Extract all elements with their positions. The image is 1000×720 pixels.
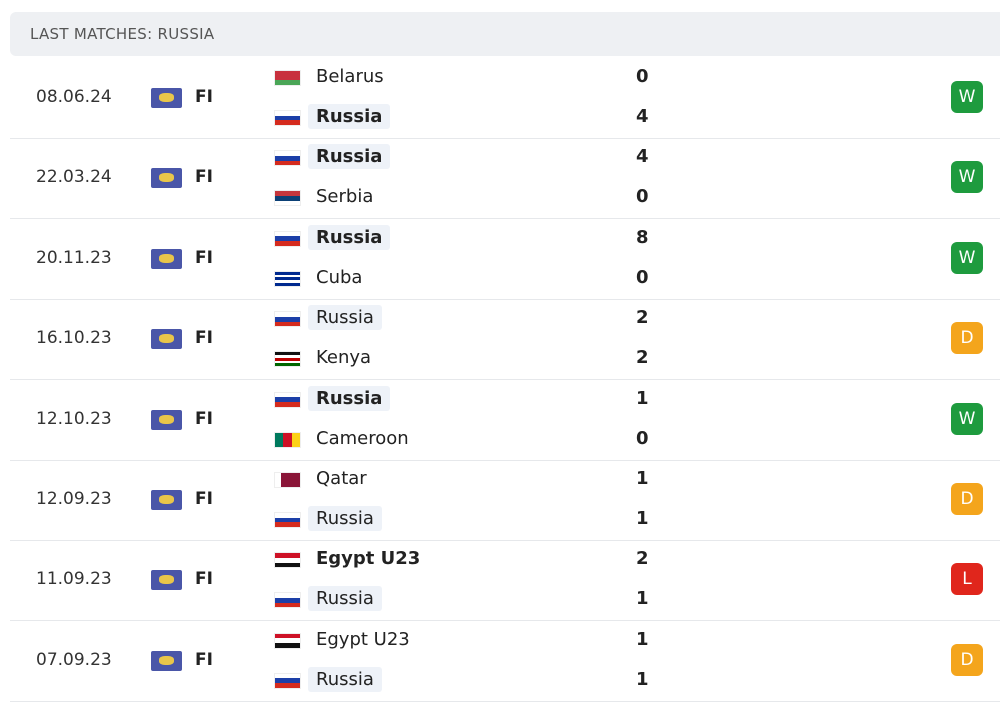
result-badge: L <box>951 563 983 596</box>
team-flag <box>274 472 301 488</box>
team-name: Russia <box>308 305 382 331</box>
team-name: Russia <box>308 385 391 411</box>
team-flag <box>274 230 301 247</box>
competition-icon <box>151 490 182 510</box>
team-score: 1 <box>636 508 649 529</box>
team-name: Russia <box>308 224 391 250</box>
team-name: Russia <box>308 506 382 531</box>
team-score: 0 <box>636 186 649 208</box>
competition-icon <box>151 248 182 269</box>
team-score: 1 <box>636 628 649 650</box>
match-date: 20.11.23 <box>36 247 112 268</box>
team-score: 2 <box>636 307 649 329</box>
result-badge: D <box>951 322 983 355</box>
competition: FI <box>195 247 213 268</box>
team-name: Russia <box>308 666 382 692</box>
team-score: 8 <box>636 226 649 248</box>
team-flag <box>274 592 301 609</box>
team-flag <box>274 150 301 167</box>
team-name: Egypt U23 <box>316 548 421 570</box>
match-row[interactable]: 16.10.23 FI Russia 2 Kenya 2 D <box>10 299 1000 381</box>
team-flag <box>274 391 301 408</box>
competition-icon <box>151 168 182 189</box>
competition: FI <box>195 328 213 349</box>
result-badge: W <box>951 81 983 113</box>
match-date: 12.10.23 <box>36 408 112 429</box>
result-badge: D <box>951 483 983 515</box>
team-name: Cameroon <box>316 427 409 449</box>
team-name: Russia <box>308 104 391 129</box>
team-score: 0 <box>636 66 649 87</box>
competition-icon <box>151 88 182 108</box>
competition: FI <box>195 167 213 188</box>
match-row[interactable]: 08.06.24 FI Belarus 0 Russia 4 W <box>10 58 1000 139</box>
team-score: 0 <box>636 266 649 288</box>
team-flag <box>274 270 301 287</box>
team-name: Kenya <box>316 347 372 369</box>
competition: FI <box>195 569 213 590</box>
competition: FI <box>195 489 213 509</box>
team-name: Egypt U23 <box>316 628 410 650</box>
team-flag <box>274 311 301 328</box>
team-flag <box>274 512 301 528</box>
team-flag <box>274 70 301 86</box>
team-name: Serbia <box>316 186 374 208</box>
team-flag <box>274 431 301 448</box>
team-flag <box>274 672 301 689</box>
team-score: 1 <box>636 468 649 489</box>
team-score: 4 <box>636 146 649 168</box>
team-flag <box>274 110 301 126</box>
competition-icon <box>151 329 182 350</box>
match-date: 12.09.23 <box>36 489 112 509</box>
competition: FI <box>195 87 213 107</box>
match-date: 07.09.23 <box>36 649 112 670</box>
team-flag <box>274 552 301 569</box>
match-date: 22.03.24 <box>36 167 112 188</box>
match-date: 08.06.24 <box>36 87 112 107</box>
team-score: 1 <box>636 588 649 610</box>
team-flag <box>274 351 301 368</box>
result-badge: W <box>951 241 983 274</box>
match-row[interactable]: 12.09.23 FI Qatar 1 Russia 1 D <box>10 460 1000 541</box>
team-flag <box>274 632 301 649</box>
team-name: Russia <box>308 144 391 170</box>
result-badge: W <box>951 402 983 435</box>
team-score: 4 <box>636 106 649 127</box>
team-score: 2 <box>636 347 649 369</box>
team-flag <box>274 190 301 207</box>
match-row[interactable]: 12.10.23 FI Russia 1 Cameroon 0 W <box>10 380 1000 461</box>
team-name: Belarus <box>316 66 384 87</box>
team-score: 1 <box>636 387 649 409</box>
result-badge: W <box>951 161 983 194</box>
match-row[interactable]: 07.09.23 FI Egypt U23 1 Russia 1 D <box>10 621 1000 702</box>
match-row[interactable]: 11.09.23 FI Egypt U23 2 Russia 1 L <box>10 540 1000 622</box>
match-date: 16.10.23 <box>36 328 112 349</box>
team-name: Russia <box>308 586 382 612</box>
section-title: LAST MATCHES: RUSSIA <box>30 25 215 43</box>
match-row[interactable]: 20.11.23 FI Russia 8 Cuba 0 W <box>10 219 1000 300</box>
competition: FI <box>195 408 213 429</box>
competition-icon <box>151 409 182 430</box>
match-row[interactable]: 22.03.24 FI Russia 4 Serbia 0 W <box>10 138 1000 220</box>
section-header: LAST MATCHES: RUSSIA <box>10 12 1000 56</box>
team-score: 2 <box>636 548 649 570</box>
team-name: Qatar <box>316 468 367 489</box>
competition: FI <box>195 649 213 670</box>
competition-icon <box>151 570 182 591</box>
match-date: 11.09.23 <box>36 569 112 590</box>
team-name: Cuba <box>316 266 363 288</box>
team-score: 0 <box>636 427 649 449</box>
team-score: 1 <box>636 668 649 690</box>
competition-icon <box>151 650 182 671</box>
result-badge: D <box>951 643 983 676</box>
